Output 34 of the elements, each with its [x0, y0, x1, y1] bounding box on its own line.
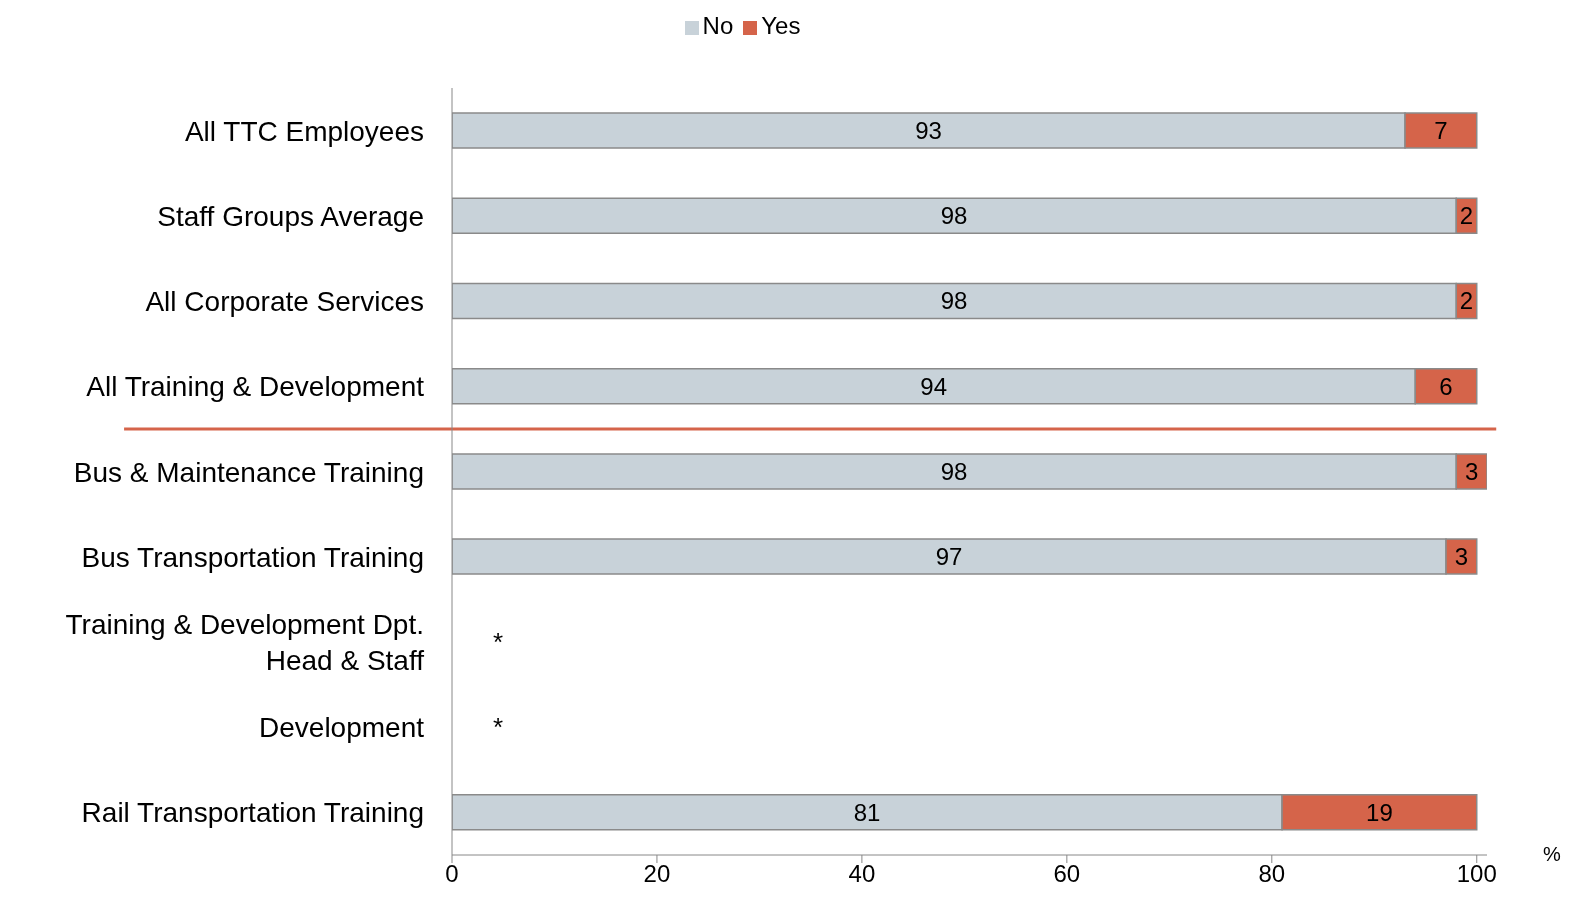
- y-tick-label: All Training & Development: [86, 371, 425, 403]
- x-tick-label: 100: [1456, 860, 1497, 888]
- y-tick-label: Training & Development Dpt. Head & Staff: [65, 608, 425, 676]
- x-tick-label: 40: [848, 860, 876, 888]
- legend-label: Yes: [761, 12, 801, 39]
- data-label: 2: [1459, 202, 1474, 230]
- data-label: 81: [853, 798, 881, 826]
- x-tick-label: 60: [1053, 860, 1081, 888]
- annotation: *: [493, 627, 504, 658]
- x-axis-title: %: [1543, 843, 1561, 866]
- data-label: 3: [1454, 543, 1469, 571]
- y-tick-label: Staff Groups Average: [157, 200, 424, 232]
- data-label: 93: [915, 117, 942, 145]
- data-label: 19: [1366, 798, 1393, 826]
- data-label: 2: [1459, 287, 1474, 315]
- y-tick-label: Rail Transportation Training: [81, 797, 424, 829]
- data-label: 98: [940, 202, 968, 230]
- y-tick-label: All TTC Employees: [184, 115, 424, 147]
- x-tick-label: 20: [643, 860, 671, 888]
- data-label: 94: [920, 372, 947, 400]
- data-label: 3: [1464, 457, 1479, 485]
- annotation: *: [493, 712, 504, 743]
- y-tick-label: Bus Transportation Training: [81, 541, 424, 573]
- data-label: 6: [1439, 372, 1453, 400]
- data-label: 7: [1434, 117, 1448, 145]
- x-tick-label: 80: [1258, 860, 1286, 888]
- y-tick-label: Bus & Maintenance Training: [73, 456, 424, 488]
- data-label: 97: [935, 543, 963, 571]
- x-tick-label: 0: [445, 860, 459, 888]
- y-tick-label: Development: [259, 712, 425, 744]
- legend-label: No: [702, 12, 734, 39]
- data-label: 98: [940, 457, 968, 485]
- data-label: 98: [940, 287, 968, 315]
- y-tick-label: All Corporate Services: [145, 286, 424, 318]
